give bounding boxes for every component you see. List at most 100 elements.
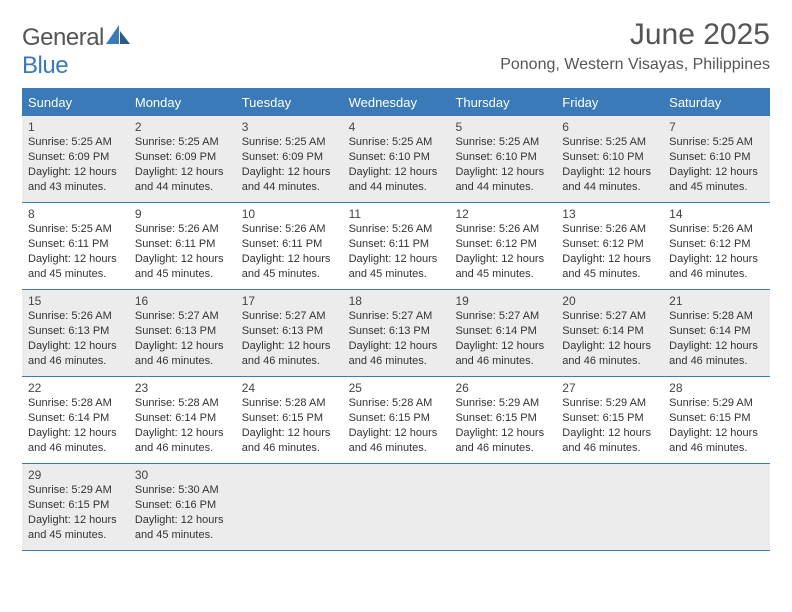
day-cell: 30Sunrise: 5:30 AMSunset: 6:16 PMDayligh…: [129, 464, 236, 550]
day-info: Sunrise: 5:26 AMSunset: 6:12 PMDaylight:…: [560, 222, 659, 281]
daylight-line2: and 45 minutes.: [349, 267, 446, 282]
day-cell: 5Sunrise: 5:25 AMSunset: 6:10 PMDaylight…: [449, 116, 556, 202]
day-number: 18: [347, 292, 446, 309]
daylight-line1: Daylight: 12 hours: [135, 513, 232, 528]
day-info: Sunrise: 5:29 AMSunset: 6:15 PMDaylight:…: [26, 483, 125, 542]
sunrise-line: Sunrise: 5:26 AM: [562, 222, 659, 237]
sunrise-line: Sunrise: 5:26 AM: [28, 309, 125, 324]
sunset-line: Sunset: 6:13 PM: [28, 324, 125, 339]
day-number: 7: [667, 118, 766, 135]
sunset-line: Sunset: 6:15 PM: [562, 411, 659, 426]
day-cell: 18Sunrise: 5:27 AMSunset: 6:13 PMDayligh…: [343, 290, 450, 376]
day-info: Sunrise: 5:28 AMSunset: 6:15 PMDaylight:…: [240, 396, 339, 455]
daylight-line1: Daylight: 12 hours: [242, 165, 339, 180]
day-info: Sunrise: 5:25 AMSunset: 6:10 PMDaylight:…: [347, 135, 446, 194]
day-number: 15: [26, 292, 125, 309]
brand-part1: General: [22, 24, 104, 51]
sunrise-line: Sunrise: 5:28 AM: [28, 396, 125, 411]
day-number: 19: [453, 292, 552, 309]
daylight-line2: and 45 minutes.: [135, 528, 232, 543]
day-number: 16: [133, 292, 232, 309]
day-number: 9: [133, 205, 232, 222]
daylight-line1: Daylight: 12 hours: [455, 252, 552, 267]
title-block: June 2025 Ponong, Western Visayas, Phili…: [500, 18, 770, 74]
day-number: [667, 466, 766, 469]
daylight-line2: and 46 minutes.: [455, 354, 552, 369]
brand-part2: Blue: [22, 52, 68, 79]
daylight-line1: Daylight: 12 hours: [28, 426, 125, 441]
day-cell: 17Sunrise: 5:27 AMSunset: 6:13 PMDayligh…: [236, 290, 343, 376]
day-info: Sunrise: 5:25 AMSunset: 6:09 PMDaylight:…: [133, 135, 232, 194]
day-cell: 12Sunrise: 5:26 AMSunset: 6:12 PMDayligh…: [449, 203, 556, 289]
day-info: Sunrise: 5:25 AMSunset: 6:10 PMDaylight:…: [560, 135, 659, 194]
week-row: 1Sunrise: 5:25 AMSunset: 6:09 PMDaylight…: [22, 115, 770, 202]
day-cell: 19Sunrise: 5:27 AMSunset: 6:14 PMDayligh…: [449, 290, 556, 376]
daylight-line1: Daylight: 12 hours: [562, 426, 659, 441]
daylight-line1: Daylight: 12 hours: [349, 426, 446, 441]
calendar-page: General Blue June 2025 Ponong, Western V…: [0, 0, 792, 551]
daylight-line2: and 46 minutes.: [135, 441, 232, 456]
day-info: Sunrise: 5:28 AMSunset: 6:15 PMDaylight:…: [347, 396, 446, 455]
daylight-line1: Daylight: 12 hours: [669, 252, 766, 267]
sunset-line: Sunset: 6:15 PM: [242, 411, 339, 426]
daylight-line2: and 45 minutes.: [28, 267, 125, 282]
day-cell: [449, 464, 556, 550]
sunset-line: Sunset: 6:09 PM: [242, 150, 339, 165]
daylight-line2: and 46 minutes.: [562, 441, 659, 456]
sunrise-line: Sunrise: 5:25 AM: [562, 135, 659, 150]
sunrise-line: Sunrise: 5:28 AM: [349, 396, 446, 411]
daylight-line2: and 45 minutes.: [562, 267, 659, 282]
dayhead-wed: Wednesday: [343, 90, 450, 115]
sunrise-line: Sunrise: 5:25 AM: [135, 135, 232, 150]
day-number: [240, 466, 339, 469]
day-cell: 15Sunrise: 5:26 AMSunset: 6:13 PMDayligh…: [22, 290, 129, 376]
month-title: June 2025: [500, 18, 770, 52]
day-info: Sunrise: 5:25 AMSunset: 6:09 PMDaylight:…: [240, 135, 339, 194]
sunset-line: Sunset: 6:10 PM: [455, 150, 552, 165]
daylight-line1: Daylight: 12 hours: [669, 165, 766, 180]
day-info: Sunrise: 5:26 AMSunset: 6:13 PMDaylight:…: [26, 309, 125, 368]
sunset-line: Sunset: 6:11 PM: [135, 237, 232, 252]
day-number: 20: [560, 292, 659, 309]
sunset-line: Sunset: 6:15 PM: [455, 411, 552, 426]
day-cell: 27Sunrise: 5:29 AMSunset: 6:15 PMDayligh…: [556, 377, 663, 463]
sunrise-line: Sunrise: 5:27 AM: [135, 309, 232, 324]
day-cell: 21Sunrise: 5:28 AMSunset: 6:14 PMDayligh…: [663, 290, 770, 376]
week-row: 29Sunrise: 5:29 AMSunset: 6:15 PMDayligh…: [22, 463, 770, 550]
day-cell: 16Sunrise: 5:27 AMSunset: 6:13 PMDayligh…: [129, 290, 236, 376]
day-cell: [556, 464, 663, 550]
week-row: 22Sunrise: 5:28 AMSunset: 6:14 PMDayligh…: [22, 376, 770, 463]
day-cell: 26Sunrise: 5:29 AMSunset: 6:15 PMDayligh…: [449, 377, 556, 463]
day-info: Sunrise: 5:26 AMSunset: 6:12 PMDaylight:…: [667, 222, 766, 281]
day-number: 28: [667, 379, 766, 396]
sunset-line: Sunset: 6:10 PM: [669, 150, 766, 165]
daylight-line2: and 46 minutes.: [242, 441, 339, 456]
sunrise-line: Sunrise: 5:30 AM: [135, 483, 232, 498]
sunset-line: Sunset: 6:09 PM: [28, 150, 125, 165]
brand-logo: General Blue: [22, 24, 132, 80]
sunset-line: Sunset: 6:14 PM: [562, 324, 659, 339]
day-cell: [236, 464, 343, 550]
day-number: 5: [453, 118, 552, 135]
sunset-line: Sunset: 6:14 PM: [669, 324, 766, 339]
dayhead-sun: Sunday: [22, 90, 129, 115]
day-info: Sunrise: 5:28 AMSunset: 6:14 PMDaylight:…: [667, 309, 766, 368]
day-info: Sunrise: 5:29 AMSunset: 6:15 PMDaylight:…: [560, 396, 659, 455]
week-row: 15Sunrise: 5:26 AMSunset: 6:13 PMDayligh…: [22, 289, 770, 376]
day-header-row: Sunday Monday Tuesday Wednesday Thursday…: [22, 90, 770, 115]
day-cell: 2Sunrise: 5:25 AMSunset: 6:09 PMDaylight…: [129, 116, 236, 202]
day-cell: 10Sunrise: 5:26 AMSunset: 6:11 PMDayligh…: [236, 203, 343, 289]
dayhead-sat: Saturday: [663, 90, 770, 115]
daylight-line2: and 46 minutes.: [455, 441, 552, 456]
daylight-line2: and 46 minutes.: [349, 441, 446, 456]
day-number: 30: [133, 466, 232, 483]
sunrise-line: Sunrise: 5:28 AM: [135, 396, 232, 411]
day-number: 10: [240, 205, 339, 222]
day-cell: 28Sunrise: 5:29 AMSunset: 6:15 PMDayligh…: [663, 377, 770, 463]
sunrise-line: Sunrise: 5:28 AM: [669, 309, 766, 324]
daylight-line1: Daylight: 12 hours: [28, 252, 125, 267]
day-cell: 3Sunrise: 5:25 AMSunset: 6:09 PMDaylight…: [236, 116, 343, 202]
day-number: 27: [560, 379, 659, 396]
sunset-line: Sunset: 6:13 PM: [349, 324, 446, 339]
day-number: 12: [453, 205, 552, 222]
